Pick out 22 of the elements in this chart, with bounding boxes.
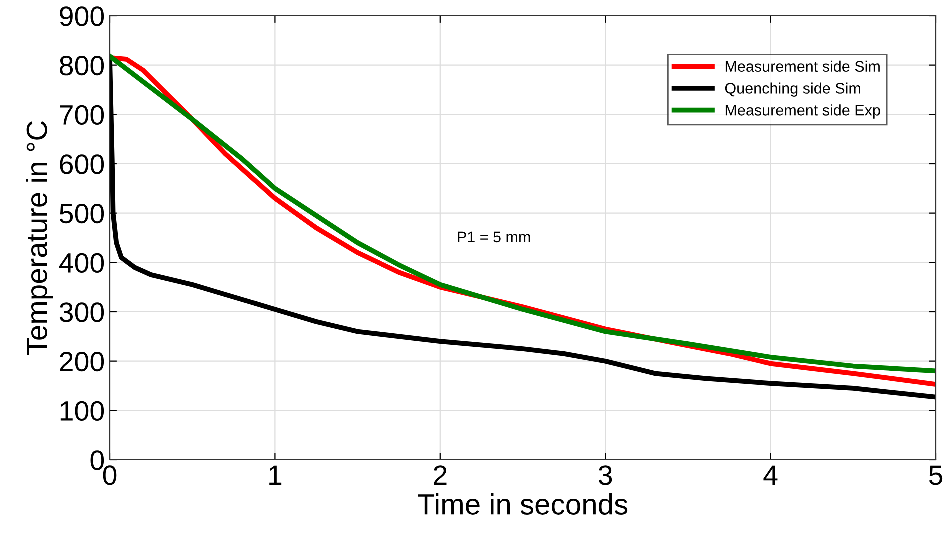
y-tick-label: 800 (60, 56, 104, 76)
x-axis-title: Time in seconds (418, 494, 628, 515)
y-tick-label: 700 (60, 105, 104, 126)
y-tick-label: 600 (60, 154, 104, 174)
y-tick-label: 200 (60, 352, 104, 372)
x-tick-label: 3 (598, 466, 612, 486)
legend-label: Quenching side Sim (725, 82, 860, 97)
legend-label: Measurement side Exp (726, 104, 880, 119)
y-tick-label: 900 (60, 6, 104, 26)
y-tick-label: 100 (60, 401, 104, 422)
x-tick-label: 1 (270, 466, 282, 485)
legend-label: Measurement side Sim (726, 60, 880, 72)
x-tick-label: 4 (764, 466, 778, 485)
x-tick-label: 5 (929, 466, 943, 486)
annotation: P1 = 5 mm (458, 232, 530, 243)
y-tick-label: 0 (90, 450, 104, 470)
y-tick-label: 300 (60, 302, 104, 322)
x-tick-label: 0 (103, 466, 117, 486)
x-tick-label: 2 (434, 466, 447, 485)
y-tick-label: 400 (59, 253, 104, 274)
y-tick-label: 500 (60, 204, 104, 224)
y-axis-title: Temperature in °C (26, 121, 54, 356)
